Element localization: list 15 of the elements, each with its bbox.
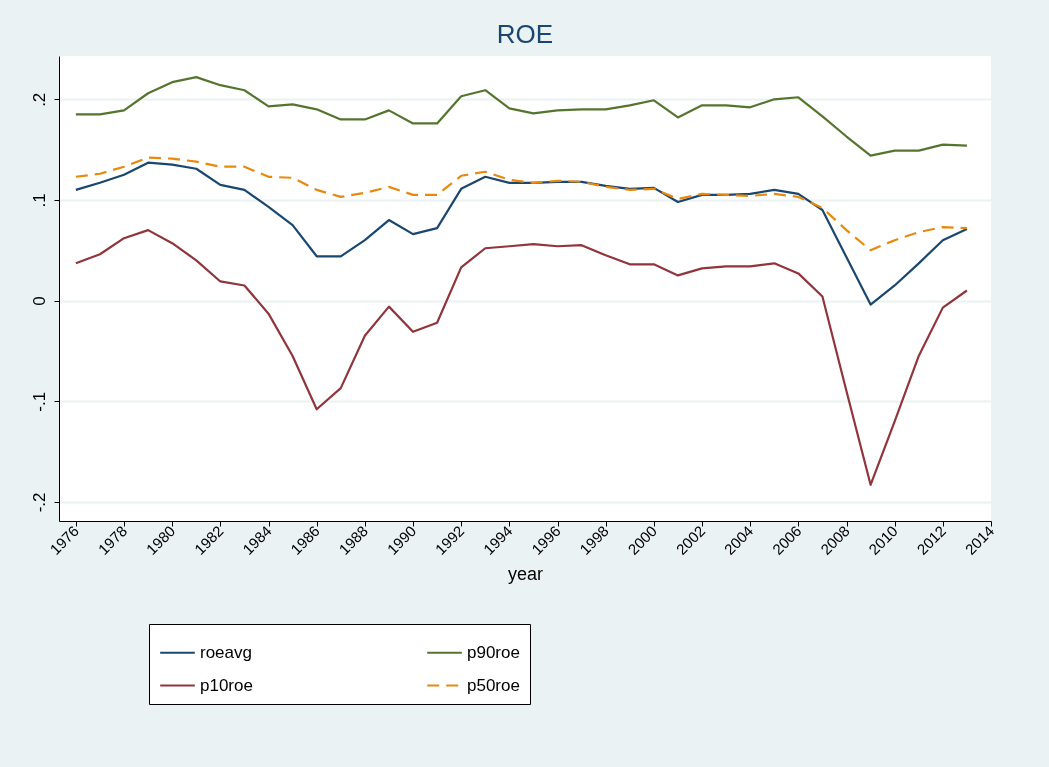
y-tick-label: .2 [29, 92, 49, 107]
y-tick-label: -.1 [29, 391, 49, 412]
y-tick-label: .1 [29, 193, 49, 208]
y-tick-label: -.2 [29, 492, 49, 513]
legend-label: p90roe [467, 642, 520, 662]
line-series [74, 156, 969, 252]
line-series [74, 229, 969, 486]
legend-label: roeavg [200, 642, 252, 662]
legend-label: p50roe [467, 675, 520, 695]
x-axis-title: year [507, 563, 544, 584]
legend-label: p10roe [200, 675, 253, 695]
chart-title: ROE [496, 19, 554, 49]
line-series [74, 161, 969, 306]
line-series [74, 76, 969, 157]
y-tick-label: 0 [29, 296, 49, 306]
